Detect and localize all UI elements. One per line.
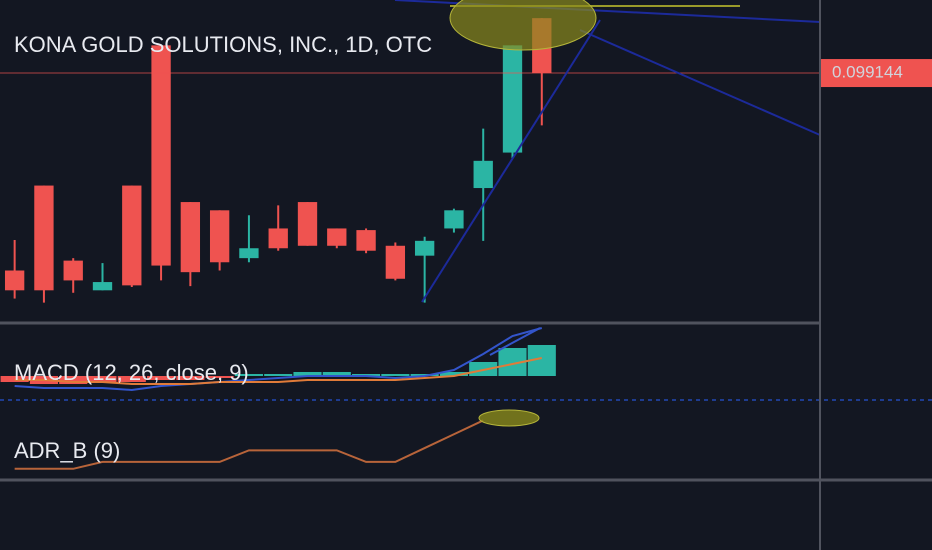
candle-body — [151, 45, 171, 266]
candle-body — [502, 45, 523, 153]
candle-body — [414, 240, 435, 256]
candle-body — [327, 228, 347, 246]
chart-title: KONA GOLD SOLUTIONS, INC., 1D, OTC — [14, 32, 432, 57]
histogram-bar — [88, 376, 117, 382]
histogram-bar — [322, 372, 351, 376]
candle-body — [92, 282, 113, 291]
candle-body — [209, 210, 230, 263]
histogram-bar — [234, 374, 263, 376]
price-label-box — [821, 59, 932, 88]
candle-body — [356, 230, 376, 251]
histogram-bar — [147, 376, 176, 380]
candle-body — [297, 202, 318, 246]
ellipse — [449, 0, 597, 51]
indicator-line — [14, 327, 543, 392]
candle-body — [122, 185, 142, 286]
candle-body — [473, 160, 493, 189]
histogram-bar — [293, 372, 322, 376]
indicator-line — [14, 357, 542, 385]
candle-body — [268, 228, 288, 249]
histogram-bar — [176, 376, 205, 380]
histogram-bar — [59, 376, 88, 384]
histogram-bar — [205, 376, 234, 378]
pane-title: ADR_B (9) — [14, 438, 120, 463]
candle-body — [385, 245, 406, 279]
trend-line — [579, 29, 821, 136]
candle-body — [4, 270, 25, 291]
candle-body — [444, 210, 464, 229]
candle-body — [63, 260, 83, 281]
trend-line — [421, 19, 601, 303]
candle-body — [239, 248, 259, 259]
pane-title: MACD (12, 26, close, 9) — [14, 360, 249, 385]
ellipse — [478, 409, 540, 427]
histogram-bar — [264, 374, 293, 376]
price-label: 0.099144 — [832, 63, 903, 82]
labels: 0.099144 — [821, 59, 932, 88]
trend-line — [489, 327, 541, 356]
candle-body — [180, 202, 201, 273]
histogram-bar — [439, 372, 468, 376]
candle-body — [34, 185, 54, 291]
indicator-line — [14, 419, 484, 470]
histogram-bar — [381, 374, 410, 376]
marks — [0, 18, 820, 470]
histogram-bar — [117, 376, 146, 382]
